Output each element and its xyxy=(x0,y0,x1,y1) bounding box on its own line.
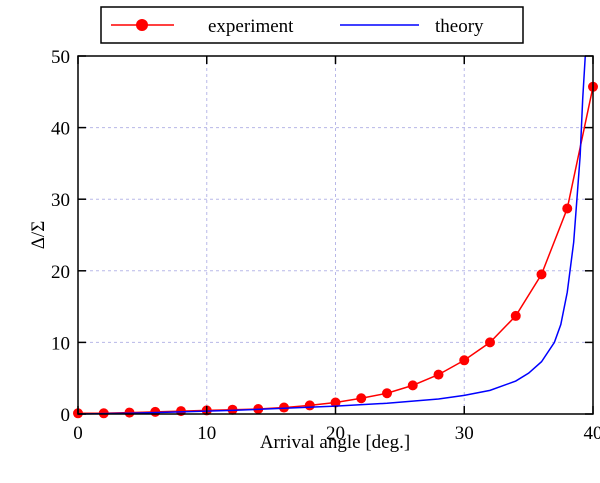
legend: experiment theory xyxy=(100,6,524,44)
x-tick-label: 40 xyxy=(584,423,600,444)
x-axis-label: Arrival angle [deg.] xyxy=(260,432,410,453)
y-tick-label: 50 xyxy=(51,47,70,68)
y-axis-label: Δ/Σ xyxy=(28,221,49,250)
data-point-experiment xyxy=(330,397,341,408)
data-point-experiment xyxy=(536,269,547,280)
y-tick-label: 10 xyxy=(51,333,70,354)
data-point-experiment xyxy=(485,337,495,348)
data-point-experiment xyxy=(382,388,392,399)
y-tick-label: 20 xyxy=(51,262,70,283)
data-point-experiment xyxy=(407,380,418,391)
axis-ticks xyxy=(77,55,594,415)
x-tick-label: 30 xyxy=(455,423,474,444)
data-point-experiment xyxy=(510,310,521,321)
y-tick-label: 30 xyxy=(51,190,70,211)
data-point-experiment xyxy=(433,369,444,380)
y-tick-label: 0 xyxy=(61,405,71,426)
plot-series xyxy=(73,55,598,419)
x-tick-label: 0 xyxy=(73,423,83,444)
data-point-experiment xyxy=(562,203,573,214)
series-line-theory xyxy=(77,55,587,415)
x-tick-label: 20 xyxy=(326,423,345,444)
x-tick-label: 10 xyxy=(197,423,216,444)
legend-experiment-label: experiment xyxy=(208,16,294,37)
plot-frame xyxy=(77,55,594,415)
data-point-experiment xyxy=(356,393,367,404)
legend-experiment-marker xyxy=(136,19,148,31)
tick-labels: 0 10 20 30 40 0 10 20 30 40 50 xyxy=(51,47,600,444)
data-point-experiment xyxy=(459,355,470,366)
grid xyxy=(78,56,593,414)
y-tick-label: 40 xyxy=(51,119,70,140)
data-point-experiment xyxy=(304,400,315,411)
legend-theory-label: theory xyxy=(435,16,484,37)
